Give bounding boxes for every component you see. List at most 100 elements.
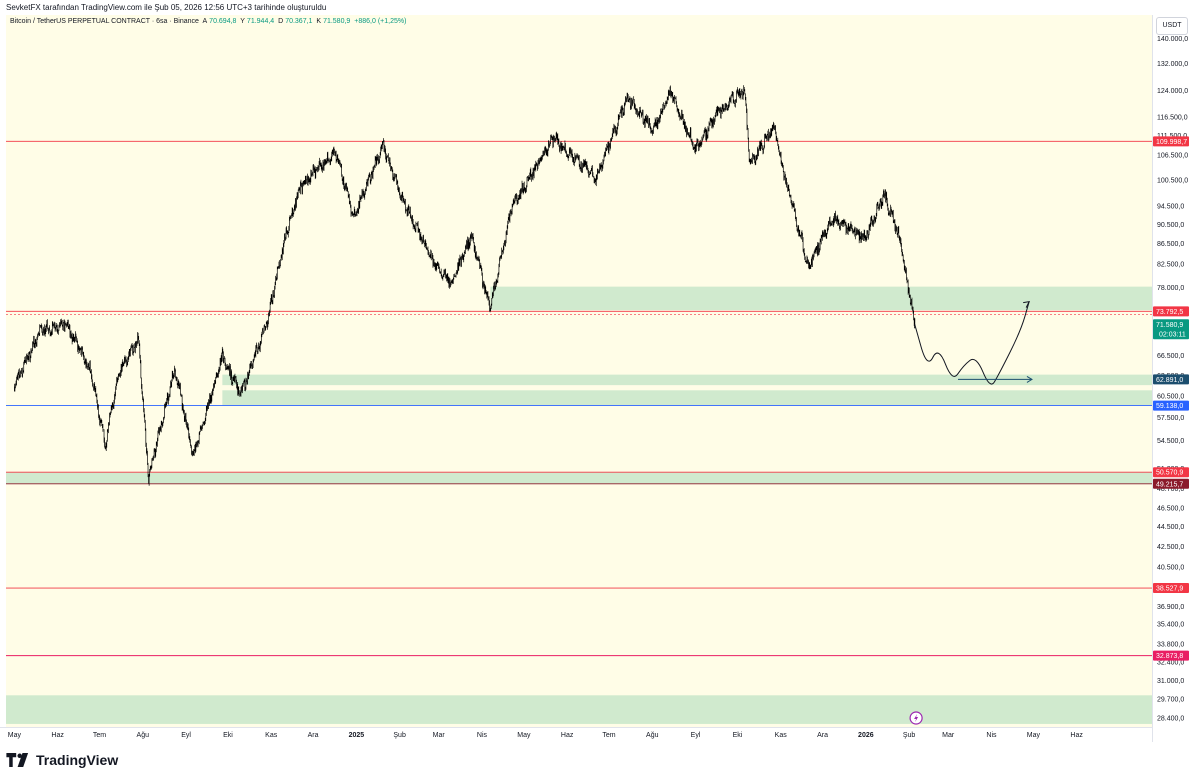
y-tick-label: 78.000,0 (1157, 285, 1184, 292)
level-badge-2-label: 59.138,0 (1156, 403, 1183, 410)
x-tick-label: Haz (51, 732, 64, 739)
projection-arrowhead (1023, 300, 1031, 308)
y-tick-label: 46.500,0 (1157, 505, 1184, 512)
y-tick-label: 28.400,0 (1157, 715, 1184, 722)
legend-high-label: Y (240, 18, 245, 25)
y-tick-label: 140.000,0 (1157, 36, 1188, 43)
y-tick-label: 44.500,0 (1157, 524, 1184, 531)
x-tick-label: Eki (733, 732, 743, 739)
lightning-icon-glyph (914, 714, 919, 722)
y-tick-label: 35.400,0 (1157, 622, 1184, 629)
price-badge-0-countdown: 02:03:11 (1159, 331, 1186, 338)
level-badge-5-bg (1153, 583, 1189, 594)
x-tick-label: May (517, 732, 531, 739)
level-badge-0-bg (1153, 136, 1189, 147)
tradingview-logo-icon (6, 753, 29, 767)
x-tick-label: 2025 (349, 732, 365, 739)
y-tick-label: 33.800,0 (1157, 641, 1184, 648)
y-tick-label: 106.500,0 (1157, 153, 1188, 160)
zone-rect-4 (6, 695, 1152, 724)
zone-rect-3 (6, 472, 1152, 484)
legend-close: 71.580,9 (323, 18, 351, 25)
x-tick-label: Kas (265, 732, 278, 739)
y-tick-label: 32.400,0 (1157, 659, 1184, 666)
x-tick-label: Eyl (181, 732, 191, 739)
x-tick-label: Eyl (691, 732, 701, 739)
symbol-legend: Bitcoin / TetherUS PERPETUAL CONTRACT · … (10, 18, 408, 25)
y-tick-label: 124.000,0 (1157, 88, 1188, 95)
y-tick-label: 86.500,0 (1157, 241, 1184, 248)
level-badge-1-label: 73.792,5 (1156, 309, 1183, 316)
x-tick-label: Tem (602, 732, 615, 739)
x-tick-label: Haz (1070, 732, 1083, 739)
level-badge-6-label: 32.873,8 (1156, 653, 1183, 660)
level-badge-4-bg (1153, 478, 1189, 489)
y-tick-label: 48.700,0 (1157, 486, 1184, 493)
x-tick-label: Kas (775, 732, 788, 739)
price-badge-0-label: 71.580,9 (1156, 322, 1183, 329)
y-tick-label: 57.500,0 (1157, 415, 1184, 422)
legend-close-label: K (316, 18, 322, 25)
level-badge-3-bg (1153, 467, 1189, 478)
price-badge-1-label: 62.891,0 (1156, 377, 1183, 384)
level-badge-2-bg (1153, 400, 1189, 411)
y-tick-label: 132.000,0 (1157, 61, 1188, 68)
projection-path (914, 301, 1030, 385)
horizontal-arrowhead (1026, 375, 1033, 383)
x-tick-label: Nis (986, 732, 997, 739)
y-tick-label: 31.000,0 (1157, 678, 1184, 685)
price-badge-0-bg (1153, 319, 1189, 340)
footer (0, 742, 1200, 776)
x-tick-label: Ara (308, 732, 319, 739)
y-tick-label: 100.500,0 (1157, 177, 1188, 184)
level-badge-3-label: 50.570,9 (1156, 470, 1183, 477)
x-tick-label: Şub (393, 732, 406, 739)
x-tick-label: Ara (817, 732, 828, 739)
x-tick-label: Haz (561, 732, 574, 739)
level-badge-6-bg (1153, 650, 1189, 661)
y-tick-label: 82.500,0 (1157, 261, 1184, 268)
x-tick-label: May (1027, 732, 1041, 739)
x-tick-label: Mar (942, 732, 955, 739)
x-tick-label: Tem (93, 732, 106, 739)
x-tick-label: Ağu (646, 732, 659, 739)
tradingview-logo-text: TradingView (36, 752, 119, 768)
zone-rect-2 (222, 390, 1152, 406)
tradingview-logo[interactable]: TradingView (6, 752, 118, 768)
zone-rect-1 (222, 374, 1152, 386)
chart-area[interactable] (6, 15, 1152, 727)
y-tick-label: 36.900,0 (1157, 604, 1184, 611)
y-tick-label: 94.500,0 (1157, 204, 1184, 211)
y-tick-label: 90.500,0 (1157, 222, 1184, 229)
top-bar: SevketFX tarafından TradingView.com ile … (0, 0, 1200, 15)
y-tick-label: 40.500,0 (1157, 564, 1184, 571)
level-badge-0-label: 109.998,7 (1156, 139, 1187, 146)
level-badge-5-label: 38.527,9 (1156, 586, 1183, 593)
y-tick-label: 54.500,0 (1157, 438, 1184, 445)
x-tick-label: Ağu (137, 732, 150, 739)
legend-open-label: A (202, 18, 208, 25)
y-tick-label: 116.500,0 (1157, 114, 1188, 121)
time-axis[interactable] (0, 727, 1152, 743)
level-badge-4-label: 49.215,7 (1156, 481, 1183, 488)
y-tick-label: 60.500,0 (1157, 393, 1184, 400)
legend-change: +886,0 (+1,25%) (354, 18, 407, 25)
legend-symbol: Bitcoin / TetherUS PERPETUAL CONTRACT · … (10, 18, 199, 25)
legend-high: 71.944,4 (246, 18, 275, 25)
y-tick-label: 42.500,0 (1157, 544, 1184, 551)
x-tick-label: Nis (477, 732, 488, 739)
legend-low-label: D (278, 18, 284, 25)
price-badge-1-bg (1153, 374, 1189, 385)
x-tick-label: Şub (903, 732, 916, 739)
legend-open: 70.694,8 (209, 18, 237, 25)
zone-rect-0 (490, 286, 1152, 311)
currency-unit-button[interactable]: USDT (1156, 17, 1188, 35)
x-tick-label: May (8, 732, 22, 739)
x-tick-label: Mar (433, 732, 446, 739)
x-tick-label: Eki (223, 732, 233, 739)
x-tick-label: 2026 (858, 732, 874, 739)
y-tick-label: 66.500,0 (1157, 353, 1184, 360)
legend-low: 70.367,1 (285, 18, 313, 25)
y-tick-label: 29.700,0 (1157, 696, 1184, 703)
